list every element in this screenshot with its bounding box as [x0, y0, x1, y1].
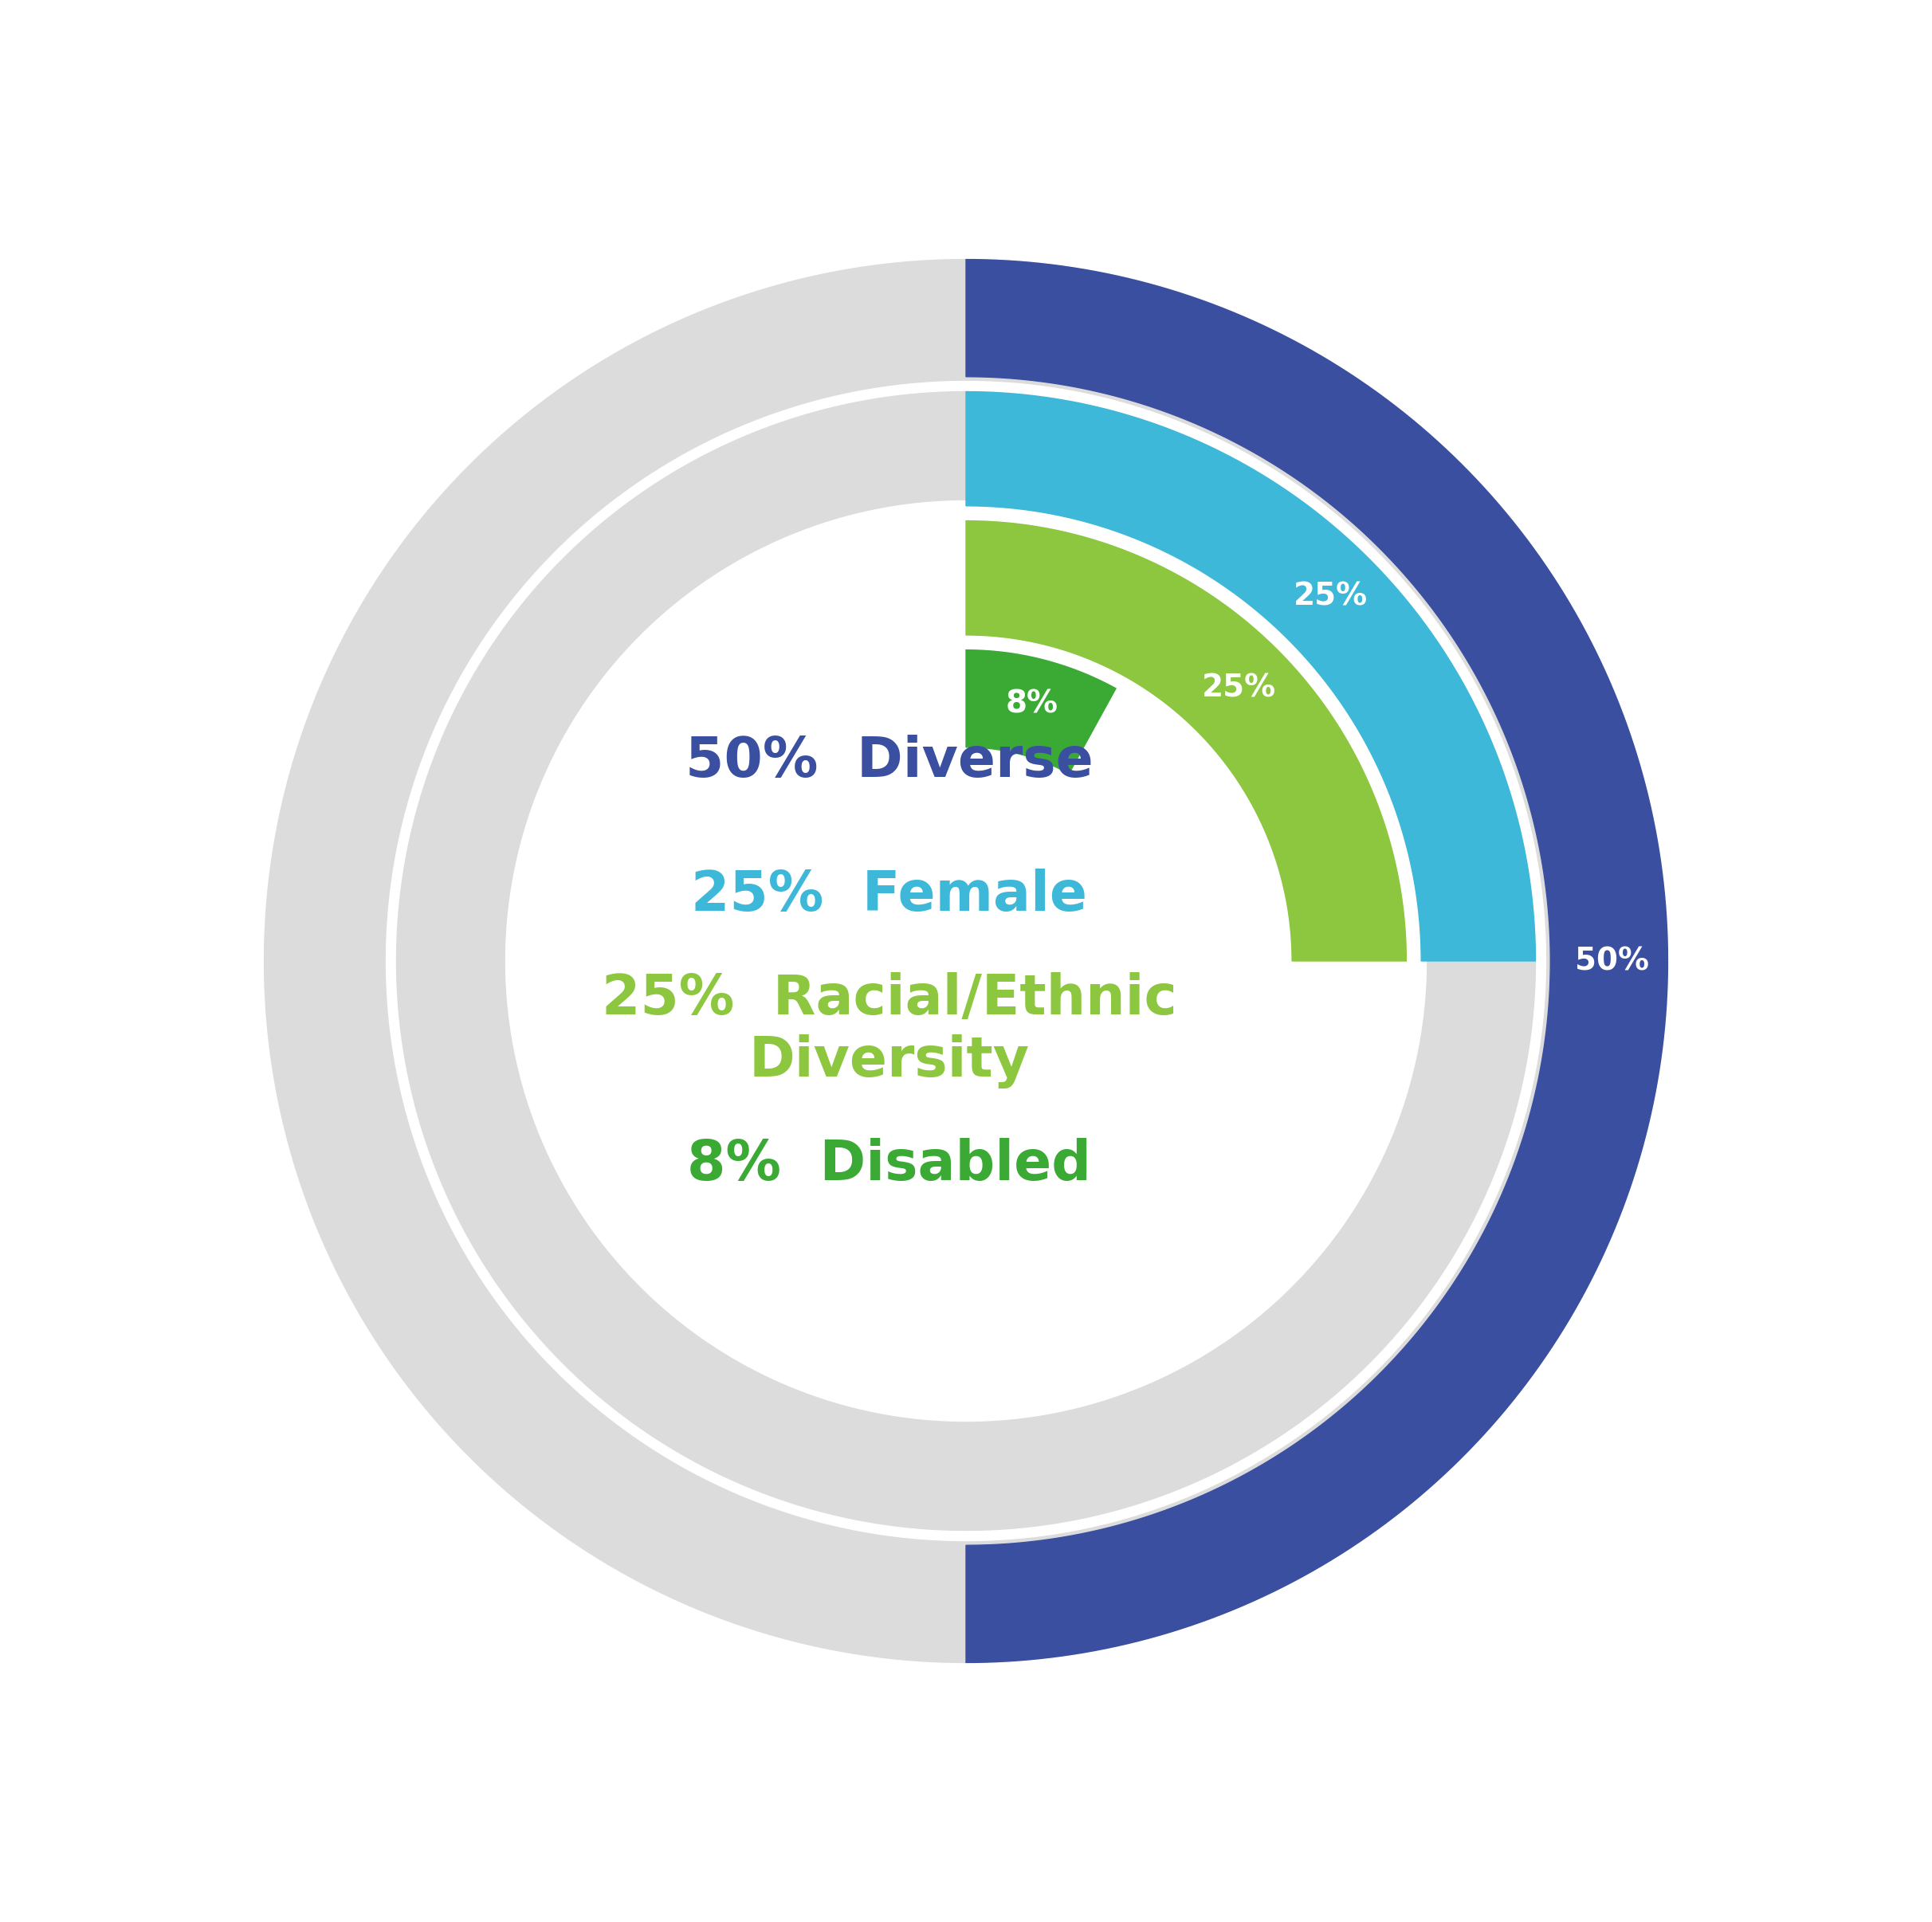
Polygon shape [966, 644, 1119, 775]
Polygon shape [645, 640, 1287, 1282]
Polygon shape [966, 515, 1412, 961]
Polygon shape [516, 511, 1416, 1411]
Text: 25%: 25% [1293, 582, 1368, 611]
Text: 25%: 25% [1202, 673, 1275, 703]
Polygon shape [253, 250, 1679, 1672]
Text: 25%  Female: 25% Female [692, 869, 1088, 923]
Polygon shape [757, 752, 1175, 1170]
Text: 50%: 50% [1575, 946, 1650, 976]
Polygon shape [386, 381, 1546, 1541]
Text: 50%  Diverse: 50% Diverse [686, 734, 1094, 788]
Polygon shape [966, 386, 1542, 961]
Text: 25%  Racial/Ethnic
Diversity: 25% Racial/Ethnic Diversity [601, 973, 1177, 1088]
Text: 8%: 8% [1007, 688, 1059, 719]
Text: 8%  Disabled: 8% Disabled [688, 1138, 1092, 1192]
Polygon shape [966, 254, 1673, 1668]
Polygon shape [259, 254, 1673, 1668]
